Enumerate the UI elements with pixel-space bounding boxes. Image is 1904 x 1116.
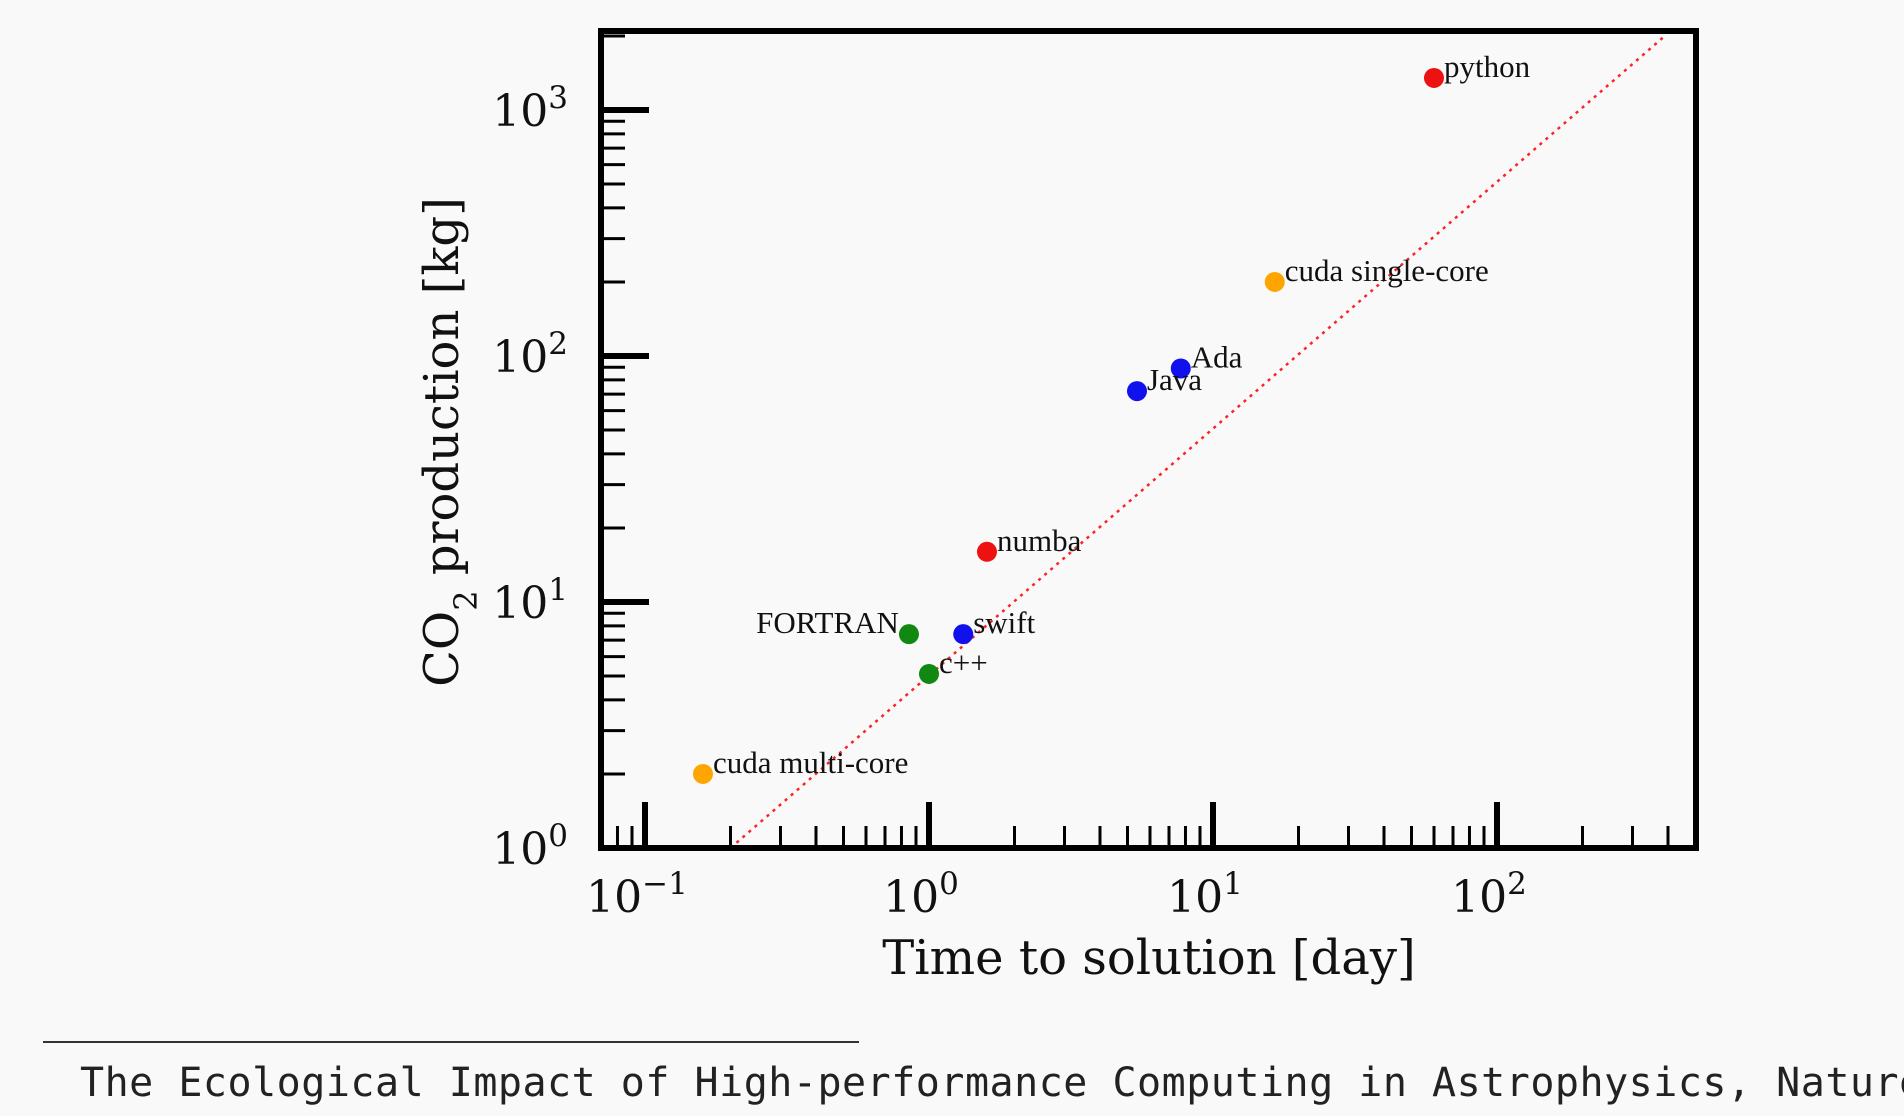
y-tick-label: 102 [492,326,568,383]
point-label: python [1444,49,1531,84]
data-point-cuda-multi-core [692,763,713,784]
data-point-ada [1170,358,1191,379]
figure-caption: The Ecological Impact of High-performanc… [80,1060,1904,1106]
y-axis-title: CO2 production [kg] [414,197,485,687]
y-tick-label: 101 [492,572,568,629]
data-point-swift [953,624,974,645]
data-point-numba [976,541,997,562]
x-tick-label: 101 [1167,866,1243,923]
plot-frame [598,28,1699,851]
data-point-java [1126,381,1147,402]
point-label: FORTRAN [756,605,899,640]
point-label: cuda single-core [1285,253,1489,288]
point-label: cuda multi-core [713,745,908,780]
x-tick-label: 100 [883,866,959,923]
point-label: c++ [939,645,988,680]
point-label: swift [973,605,1035,640]
footnote-rule [43,1041,859,1043]
data-point-python [1423,67,1444,88]
x-tick-label: 10−1 [586,866,688,923]
reference-line [729,35,1666,848]
x-axis-title: Time to solution [day] [882,930,1415,986]
x-tick-label: 102 [1451,866,1527,923]
data-point-fortran [898,624,919,645]
point-label: Ada [1191,339,1243,374]
data-point-cuda-single-core [1264,271,1285,292]
point-label: Java [1147,362,1202,397]
data-point-c- [919,663,939,684]
y-tick-label: 103 [492,80,568,137]
point-label: numba [997,523,1082,558]
y-tick-label: 100 [492,818,568,875]
